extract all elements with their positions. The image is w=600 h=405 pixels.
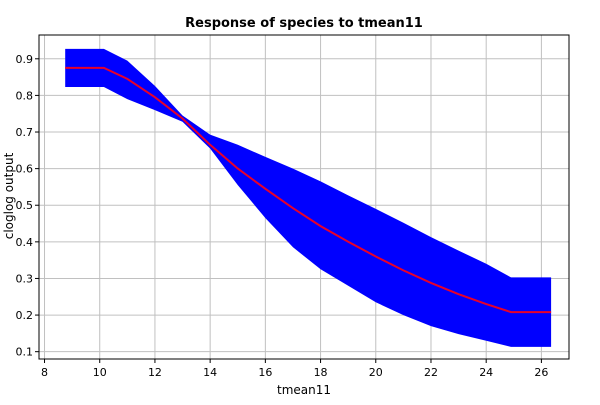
y-tick-label: 0.7 <box>16 126 34 139</box>
chart-title: Response of species to tmean11 <box>185 16 423 31</box>
y-tick-label: 0.3 <box>16 272 34 285</box>
y-tick-label: 0.4 <box>16 236 34 249</box>
x-axis-label: tmean11 <box>277 383 331 397</box>
plot-area: 8 10 12 14 16 18 20 22 24 26 0.1 0.2 0.3 0.4 0.5 0.6 0.7… <box>16 34 570 379</box>
y-tick-label: 0.2 <box>16 309 34 322</box>
x-tick-label: 16 <box>258 366 272 379</box>
x-tick-label: 12 <box>148 366 162 379</box>
x-tick-label: 24 <box>479 366 493 379</box>
y-tick-label: 0.6 <box>16 163 34 176</box>
mean-response-line <box>65 66 552 314</box>
x-tick-label: 14 <box>203 366 217 379</box>
y-tick-label: 0.1 <box>16 346 34 359</box>
y-tick-label: 0.8 <box>16 89 34 102</box>
x-tick-label: 8 <box>41 366 48 379</box>
y-axis-label: cloglog output <box>2 152 16 239</box>
x-tick-label: 10 <box>93 366 107 379</box>
y-tick-label: 0.9 <box>16 53 34 66</box>
x-tick-label: 22 <box>424 366 438 379</box>
plot-border <box>38 34 570 360</box>
y-tick-label: 0.5 <box>16 199 34 212</box>
x-tick-label: 20 <box>369 366 383 379</box>
x-tick-label: 18 <box>314 366 328 379</box>
x-tick-label: 26 <box>534 366 548 379</box>
